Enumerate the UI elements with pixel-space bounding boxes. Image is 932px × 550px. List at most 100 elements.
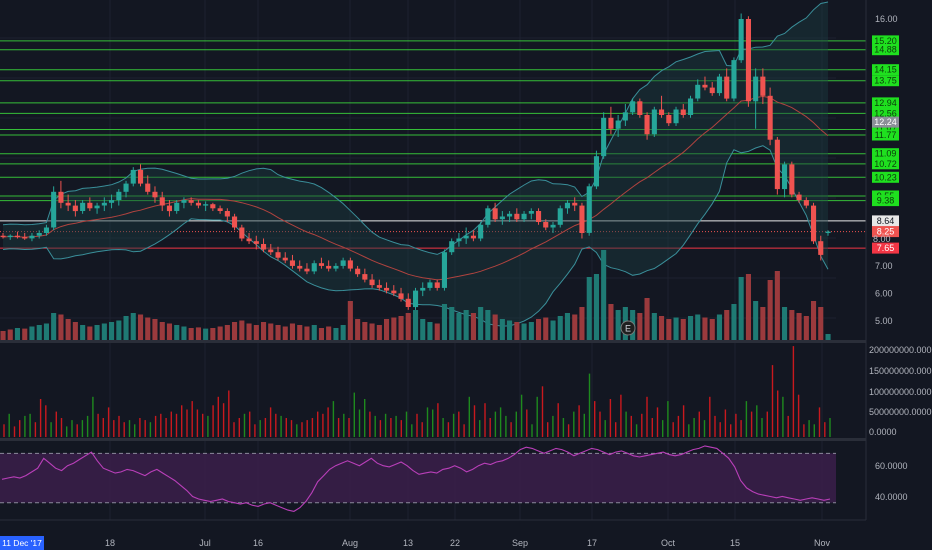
candle[interactable] xyxy=(376,279,382,291)
candle[interactable] xyxy=(543,219,549,231)
candle[interactable] xyxy=(666,112,672,126)
candle[interactable] xyxy=(796,191,802,203)
candle[interactable] xyxy=(702,76,708,91)
candle[interactable] xyxy=(774,136,780,195)
candle[interactable] xyxy=(492,202,498,223)
candle[interactable] xyxy=(22,232,28,240)
candle[interactable] xyxy=(398,287,404,302)
candle[interactable] xyxy=(123,180,129,198)
candle[interactable] xyxy=(478,222,484,242)
candle[interactable] xyxy=(159,191,165,212)
candle[interactable] xyxy=(789,161,795,198)
candle[interactable] xyxy=(304,263,310,275)
time-axis[interactable]: 18 Jul 16 Aug 13 22 Sep 17 Oct 15 Nov xyxy=(0,519,932,550)
candle[interactable] xyxy=(825,230,831,236)
candle[interactable] xyxy=(651,106,657,137)
pane-separators[interactable] xyxy=(0,340,932,441)
candle[interactable] xyxy=(463,227,469,244)
candle[interactable] xyxy=(261,238,267,253)
candle[interactable] xyxy=(731,57,737,102)
candle[interactable] xyxy=(738,13,744,63)
candle[interactable] xyxy=(644,112,650,140)
candle[interactable] xyxy=(601,112,607,159)
candle[interactable] xyxy=(579,202,585,239)
candle[interactable] xyxy=(811,202,817,244)
candle[interactable] xyxy=(434,279,440,291)
candle[interactable] xyxy=(253,235,259,250)
candle[interactable] xyxy=(333,263,339,272)
candle[interactable] xyxy=(485,205,491,228)
candle[interactable] xyxy=(297,260,303,272)
candle[interactable] xyxy=(43,224,49,236)
candle[interactable] xyxy=(659,95,665,118)
candle[interactable] xyxy=(528,208,534,220)
candle[interactable] xyxy=(622,104,628,126)
candle[interactable] xyxy=(724,68,730,102)
candle[interactable] xyxy=(608,106,614,135)
candle[interactable] xyxy=(195,200,201,209)
candle[interactable] xyxy=(441,249,447,291)
candle[interactable] xyxy=(384,282,390,294)
candle[interactable] xyxy=(673,106,679,126)
candle[interactable] xyxy=(311,260,317,275)
candle[interactable] xyxy=(326,260,332,272)
candle[interactable] xyxy=(246,232,252,244)
candle[interactable] xyxy=(557,205,563,228)
candle[interactable] xyxy=(72,200,78,217)
candle[interactable] xyxy=(275,246,281,261)
candle[interactable] xyxy=(355,265,361,277)
candle[interactable] xyxy=(289,254,295,269)
candle[interactable] xyxy=(340,257,346,269)
candle[interactable] xyxy=(456,232,462,247)
candle[interactable] xyxy=(782,161,788,198)
candle[interactable] xyxy=(767,87,773,146)
candle[interactable] xyxy=(94,202,100,214)
candle[interactable] xyxy=(109,194,115,209)
candle[interactable] xyxy=(449,238,455,255)
candle[interactable] xyxy=(688,95,694,118)
candle[interactable] xyxy=(760,68,766,105)
candle[interactable] xyxy=(116,189,122,206)
candle[interactable] xyxy=(232,213,238,231)
candle[interactable] xyxy=(413,287,419,310)
candle[interactable] xyxy=(203,201,209,212)
candle[interactable] xyxy=(637,98,643,118)
candle[interactable] xyxy=(362,268,368,283)
candle[interactable] xyxy=(217,205,223,214)
candle[interactable] xyxy=(405,293,411,310)
candle[interactable] xyxy=(818,235,824,261)
candle[interactable] xyxy=(369,274,375,288)
candle[interactable] xyxy=(318,257,324,269)
candle[interactable] xyxy=(550,222,556,233)
volume-pane-bars[interactable] xyxy=(3,346,831,438)
candle[interactable] xyxy=(521,211,527,223)
candle[interactable] xyxy=(391,285,397,297)
candle[interactable] xyxy=(680,104,686,118)
candle[interactable] xyxy=(507,211,513,223)
candle[interactable] xyxy=(51,186,57,231)
pane-separator[interactable] xyxy=(0,340,932,343)
candle[interactable] xyxy=(138,164,144,187)
candle[interactable] xyxy=(514,208,520,223)
candle[interactable] xyxy=(58,180,64,209)
candle[interactable] xyxy=(29,232,35,242)
candle[interactable] xyxy=(174,200,180,214)
candle[interactable] xyxy=(427,279,433,291)
candle[interactable] xyxy=(745,16,751,107)
candle[interactable] xyxy=(14,231,20,239)
candle[interactable] xyxy=(470,230,476,242)
candle[interactable] xyxy=(224,208,230,223)
candle[interactable] xyxy=(586,183,592,236)
candle[interactable] xyxy=(695,79,701,102)
candle[interactable] xyxy=(36,230,42,239)
candle[interactable] xyxy=(347,257,353,272)
candle[interactable] xyxy=(181,197,187,209)
price-candles[interactable] xyxy=(0,13,831,310)
candle[interactable] xyxy=(87,197,93,212)
candle[interactable] xyxy=(166,200,172,217)
candle[interactable] xyxy=(709,82,715,96)
candle[interactable] xyxy=(630,98,636,116)
rsi-pane[interactable] xyxy=(0,445,836,512)
